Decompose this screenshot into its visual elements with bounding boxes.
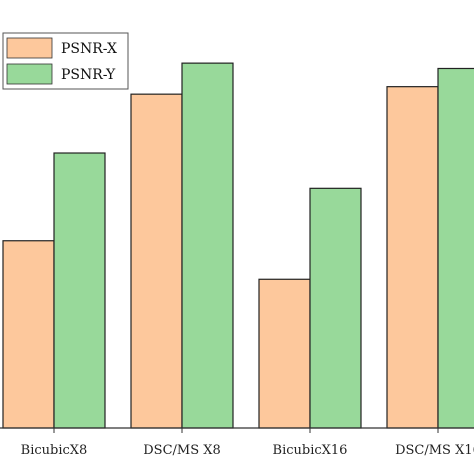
bar-psnr-x-2 (258, 278, 311, 429)
x-tick-label-3: DSC/MS X16 (395, 443, 474, 458)
legend: PSNR-X PSNR-Y (2, 32, 129, 90)
bar-psnr-x-3 (386, 86, 439, 429)
x-tick-label-1: DSC/MS X8 (143, 443, 221, 458)
legend-label-psnr-y: PSNR-Y (61, 67, 116, 83)
legend-swatch-psnr-y (6, 63, 53, 85)
legend-label-psnr-x: PSNR-X (61, 41, 117, 57)
bars-group (2, 62, 474, 429)
bar-psnr-x-0 (2, 240, 55, 429)
x-tick-label-0: BicubicX8 (21, 443, 88, 458)
bar-psnr-y-1 (181, 62, 234, 429)
bar-psnr-y-3 (437, 67, 474, 429)
x-tick-label-2: BicubicX16 (273, 443, 348, 458)
x-ticks-group: BicubicX8 DSC/MS X8 BicubicX16 DSC/MS X16 (21, 428, 474, 458)
bar-psnr-y-0 (53, 152, 106, 429)
bar-psnr-x-1 (130, 93, 183, 429)
bar-psnr-y-2 (309, 187, 362, 429)
legend-swatch-psnr-x (6, 37, 53, 59)
